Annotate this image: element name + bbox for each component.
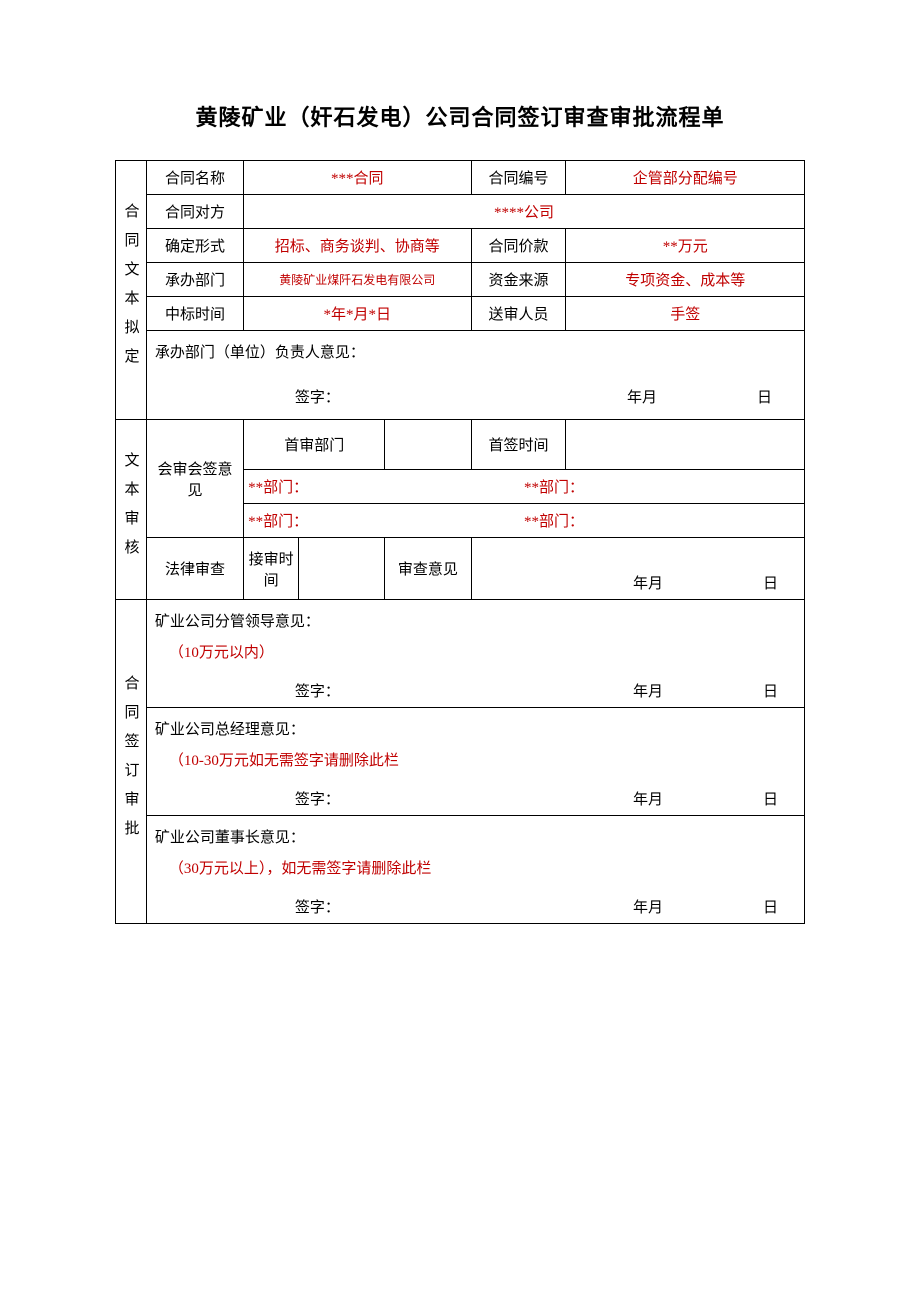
page-title: 黄陵矿业（奸石发电）公司合同签订审查审批流程单 — [115, 100, 805, 132]
review-opinion-cell: 年月 日 — [471, 538, 805, 600]
dept-4: **部门： — [524, 510, 800, 531]
value-dept: 黄陵矿业煤阡石发电有限公司 — [244, 263, 471, 297]
dept-row-1: **部门： **部门： — [244, 470, 805, 504]
blank-cell — [566, 420, 805, 470]
value-contract-party: ****公司 — [244, 195, 805, 229]
value-contract-no: 企管部分配编号 — [566, 161, 805, 195]
label-contract-name: 合同名称 — [146, 161, 243, 195]
label-year-month: 年月 — [627, 386, 757, 407]
gm-note: （10-30万元如无需签字请删除此栏 — [155, 749, 796, 770]
label-day: 日 — [763, 572, 778, 593]
dept-3: **部门： — [248, 510, 524, 531]
label-dept: 承办部门 — [146, 263, 243, 297]
label-reviewer: 送审人员 — [471, 297, 566, 331]
label-signature: 签字： — [295, 788, 340, 809]
label-review-opinion: 审查意见 — [385, 538, 471, 600]
label-day: 日 — [757, 386, 792, 407]
label-meeting-review: 会审会签意见 — [146, 420, 243, 538]
leader-opinion-block: 矿业公司分管领导意见： （10万元以内） 签字： 年月 日 — [146, 600, 804, 708]
value-bid-time: *年*月*日 — [244, 297, 471, 331]
label-bid-time: 中标时间 — [146, 297, 243, 331]
label-leader-opinion: 矿业公司分管领导意见： — [155, 610, 796, 631]
label-gm-opinion: 矿业公司总经理意见： — [155, 718, 796, 739]
label-receive-time: 接审时间 — [244, 538, 299, 600]
blank-cell — [299, 538, 385, 600]
value-contract-name: ***合同 — [244, 161, 471, 195]
section-label-1: 合同文本拟定 — [116, 161, 147, 420]
label-contract-price: 合同价款 — [471, 229, 566, 263]
section-label-2: 文本审核 — [116, 420, 147, 600]
label-dept-head-opinion: 承办部门（单位）负责人意见： — [146, 331, 804, 381]
label-day: 日 — [763, 788, 778, 809]
label-year-month: 年月 — [633, 788, 663, 809]
label-day: 日 — [763, 896, 778, 917]
value-confirm-form: 招标、商务谈判、协商等 — [244, 229, 471, 263]
section-label-3: 合同签订审批 — [116, 600, 147, 924]
label-signature: 签字： — [295, 680, 340, 701]
label-contract-party: 合同对方 — [146, 195, 243, 229]
dept-row-2: **部门： **部门： — [244, 504, 805, 538]
label-signature: 签字： — [295, 896, 340, 917]
label-first-sign-time: 首签时间 — [471, 420, 566, 470]
value-contract-price: **万元 — [566, 229, 805, 263]
chairman-opinion-block: 矿业公司董事长意见： （30万元以上），如无需签字请删除此栏 签字： 年月 日 — [146, 816, 804, 924]
label-confirm-form: 确定形式 — [146, 229, 243, 263]
label-year-month: 年月 — [633, 896, 663, 917]
label-legal-review: 法律审查 — [146, 538, 243, 600]
label-contract-no: 合同编号 — [471, 161, 566, 195]
blank-cell — [385, 420, 471, 470]
label-day: 日 — [763, 680, 778, 701]
gm-opinion-block: 矿业公司总经理意见： （10-30万元如无需签字请删除此栏 签字： 年月 日 — [146, 708, 804, 816]
form-table: 合同文本拟定 合同名称 ***合同 合同编号 企管部分配编号 合同对方 ****… — [115, 160, 805, 924]
dept-1: **部门： — [248, 476, 524, 497]
value-fund-source: 专项资金、成本等 — [566, 263, 805, 297]
leader-note: （10万元以内） — [155, 641, 796, 662]
label-signature: 签字： — [295, 386, 340, 407]
label-year-month: 年月 — [633, 572, 663, 593]
label-chairman-opinion: 矿业公司董事长意见： — [155, 826, 796, 847]
dept-2: **部门： — [524, 476, 800, 497]
value-reviewer: 手签 — [566, 297, 805, 331]
label-first-review-dept: 首审部门 — [244, 420, 385, 470]
sign-line-1: 签字： 年月 日 — [155, 386, 800, 407]
label-fund-source: 资金来源 — [471, 263, 566, 297]
label-year-month: 年月 — [633, 680, 663, 701]
chairman-note: （30万元以上），如无需签字请删除此栏 — [155, 857, 796, 878]
